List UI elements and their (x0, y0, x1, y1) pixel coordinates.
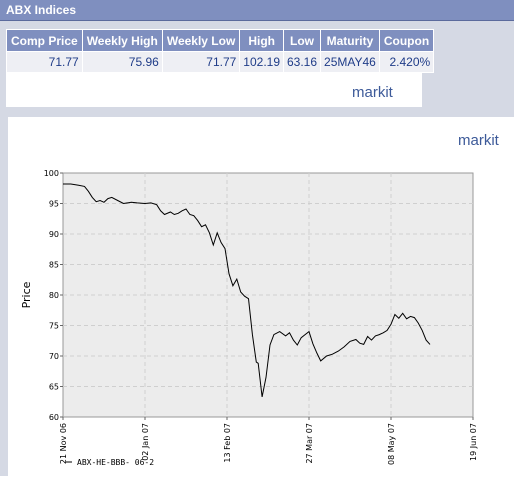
y-axis: 60 65 70 75 80 85 90 95 100 (44, 169, 63, 422)
col-coupon: Coupon (378, 29, 435, 52)
y-tick-label: 65 (49, 383, 59, 392)
markit-logo: markit (458, 132, 500, 149)
title-bar: ABX Indices (0, 0, 514, 21)
y-tick-label: 70 (49, 352, 59, 361)
x-tick-label: 21 Nov 06 (59, 423, 68, 464)
cell-weekly-low: 71.77 (161, 51, 241, 73)
col-maturity: Maturity (320, 29, 380, 52)
x-tick-label: 19 Jun 07 (469, 423, 478, 461)
logo-text: markit (352, 84, 394, 101)
x-tick-label: 13 Feb 07 (223, 423, 232, 463)
x-axis: 21 Nov 06 02 Jan 07 13 Feb 07 27 Mar 07 08 M… (59, 417, 478, 465)
cell-maturity: 25MAY46 (320, 51, 380, 73)
cell-weekly-high: 75.96 (81, 51, 163, 73)
quote-header-row: Comp Price Weekly High Weekly Low High L… (6, 29, 435, 52)
cell-comp-price: 71.77 (6, 51, 83, 73)
y-tick-label: 90 (49, 230, 59, 239)
y-axis-label: Price (20, 281, 33, 308)
page-title: ABX Indices (6, 3, 77, 17)
legend: ABX-HE-BBB- 06-2 (66, 458, 154, 467)
cell-high: 102.19 (239, 51, 284, 73)
y-tick-label: 75 (49, 322, 59, 331)
y-tick-label: 100 (44, 169, 59, 178)
legend-label: ABX-HE-BBB- 06-2 (77, 458, 154, 467)
y-tick-label: 95 (49, 200, 59, 209)
gridlines (63, 173, 473, 417)
col-high: High (239, 29, 284, 52)
content-panel: Comp Price Weekly High Weekly Low High L… (0, 21, 514, 476)
table-row: 71.77 75.96 71.77 102.19 63.16 25MAY46 2… (6, 51, 435, 73)
chart-box: markit 60 65 70 75 80 85 90 95 100 21 Nov 06 02 J… (8, 117, 514, 476)
col-weekly-low: Weekly Low (161, 29, 241, 52)
col-comp-price: Comp Price (6, 29, 83, 52)
markit-logo-small: markit (352, 84, 394, 101)
col-low: Low (282, 29, 322, 52)
y-tick-label: 80 (49, 291, 59, 300)
cell-low: 63.16 (282, 51, 322, 73)
x-tick-label: 08 May 07 (387, 423, 396, 465)
x-tick-label: 27 Mar 07 (305, 423, 314, 464)
quote-table: Comp Price Weekly High Weekly Low High L… (6, 29, 435, 73)
y-tick-label: 85 (49, 261, 59, 270)
col-weekly-high: Weekly High (81, 29, 163, 52)
price-chart: markit 60 65 70 75 80 85 90 95 100 21 Nov 06 02 J… (20, 132, 500, 467)
cell-coupon: 2.420% (378, 51, 435, 73)
series-line-abx-he-bbb (63, 183, 431, 397)
x-tick-label: 02 Jan 07 (141, 423, 150, 461)
y-tick-label: 60 (49, 413, 59, 422)
quote-box: Comp Price Weekly High Weekly Low High L… (6, 29, 435, 107)
